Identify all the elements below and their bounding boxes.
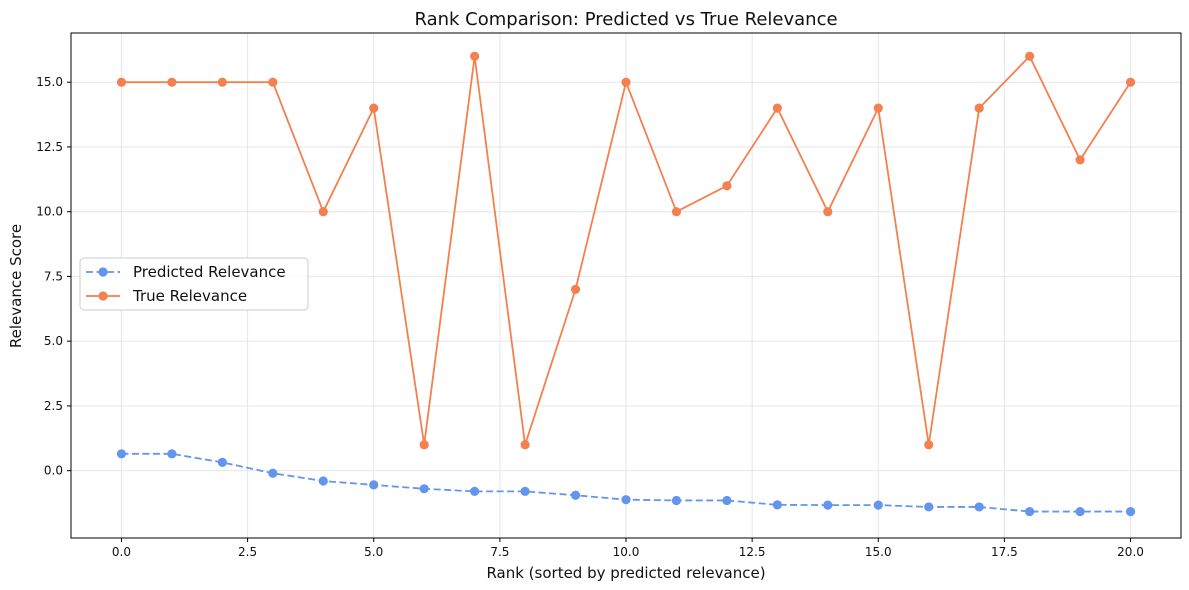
- data-point-predicted-relevance: [570, 490, 581, 500]
- data-point-predicted-relevance: [1025, 506, 1035, 517]
- data-point-predicted-relevance: [419, 484, 429, 494]
- data-point-true-relevance: [520, 440, 530, 450]
- data-point-predicted-relevance: [318, 476, 328, 486]
- x-axis: 0.0 2.5 5.0 7.5 10.0 12.5 15.0 17.5 20.0: [112, 538, 1144, 559]
- data-point-predicted-relevance: [470, 486, 480, 496]
- y-tick-label: 2.5: [44, 399, 63, 413]
- data-point-predicted-relevance: [1125, 506, 1136, 517]
- data-point-predicted-relevance: [671, 495, 682, 506]
- data-point-predicted-relevance: [217, 457, 227, 467]
- data-point-predicted-relevance: [1075, 506, 1085, 517]
- data-point-true-relevance: [470, 51, 480, 61]
- data-point-true-relevance: [722, 181, 732, 191]
- x-tick-label: 12.5: [739, 545, 766, 559]
- data-point-predicted-relevance: [116, 449, 127, 459]
- data-point-true-relevance: [873, 103, 883, 113]
- data-point-true-relevance: [419, 440, 429, 450]
- data-point-predicted-relevance: [621, 495, 631, 505]
- data-point-predicted-relevance: [520, 486, 530, 496]
- legend-label-true-relevance: True Relevance: [132, 287, 247, 305]
- y-tick-label: 12.5: [36, 140, 63, 154]
- series-layer: [116, 51, 1136, 517]
- x-tick-label: 2.5: [238, 545, 257, 559]
- legend-marker-true-relevance: [98, 291, 108, 301]
- x-tick-label: 17.5: [991, 545, 1018, 559]
- data-point-true-relevance: [369, 103, 379, 113]
- data-point-true-relevance: [621, 77, 631, 87]
- grid-lines: [71, 33, 1181, 538]
- legend: Predicted Relevance True Relevance: [79, 257, 309, 311]
- data-point-predicted-relevance: [167, 449, 177, 459]
- y-tick-label: 0.0: [44, 464, 63, 478]
- x-tick-label: 20.0: [1117, 545, 1144, 559]
- data-point-predicted-relevance: [974, 502, 984, 512]
- series-true-relevance: [116, 51, 1136, 450]
- data-point-true-relevance: [671, 207, 682, 217]
- data-point-true-relevance: [570, 284, 581, 294]
- series-predicted-relevance: [116, 449, 1136, 517]
- legend-label-predicted-relevance: Predicted Relevance: [133, 263, 286, 281]
- data-point-true-relevance: [116, 77, 127, 87]
- x-tick-label: 0.0: [112, 545, 131, 559]
- data-point-predicted-relevance: [722, 495, 732, 506]
- x-tick-label: 5.0: [364, 545, 383, 559]
- data-point-predicted-relevance: [268, 468, 278, 478]
- y-tick-label: 15.0: [36, 75, 63, 89]
- y-axis: 0.0 2.5 5.0 7.5 10.0 12.5 15.0: [36, 75, 71, 478]
- data-point-true-relevance: [217, 77, 227, 87]
- data-point-predicted-relevance: [823, 500, 833, 510]
- data-point-predicted-relevance: [772, 500, 782, 510]
- chart-title: Rank Comparison: Predicted vs True Relev…: [414, 9, 837, 30]
- y-tick-label: 5.0: [44, 334, 63, 348]
- data-point-true-relevance: [1025, 51, 1035, 61]
- legend-marker-predicted-relevance: [98, 267, 108, 277]
- data-point-true-relevance: [1125, 77, 1136, 87]
- data-point-true-relevance: [268, 77, 278, 87]
- x-axis-label: Rank (sorted by predicted relevance): [486, 564, 765, 582]
- data-point-predicted-relevance: [924, 502, 934, 512]
- y-tick-label: 7.5: [44, 269, 63, 283]
- data-point-true-relevance: [924, 440, 934, 450]
- data-point-true-relevance: [772, 103, 782, 113]
- y-tick-label: 10.0: [36, 205, 63, 219]
- data-point-true-relevance: [974, 103, 984, 113]
- x-tick-label: 7.5: [490, 545, 509, 559]
- legend-box: [79, 257, 309, 311]
- data-point-predicted-relevance: [873, 500, 883, 510]
- x-tick-label: 10.0: [613, 545, 640, 559]
- data-point-predicted-relevance: [369, 480, 379, 490]
- data-point-true-relevance: [318, 207, 328, 217]
- data-point-true-relevance: [823, 207, 833, 217]
- y-axis-label: Relevance Score: [7, 224, 25, 348]
- data-point-true-relevance: [167, 77, 177, 87]
- x-tick-label: 15.0: [865, 545, 892, 559]
- data-point-true-relevance: [1075, 155, 1085, 165]
